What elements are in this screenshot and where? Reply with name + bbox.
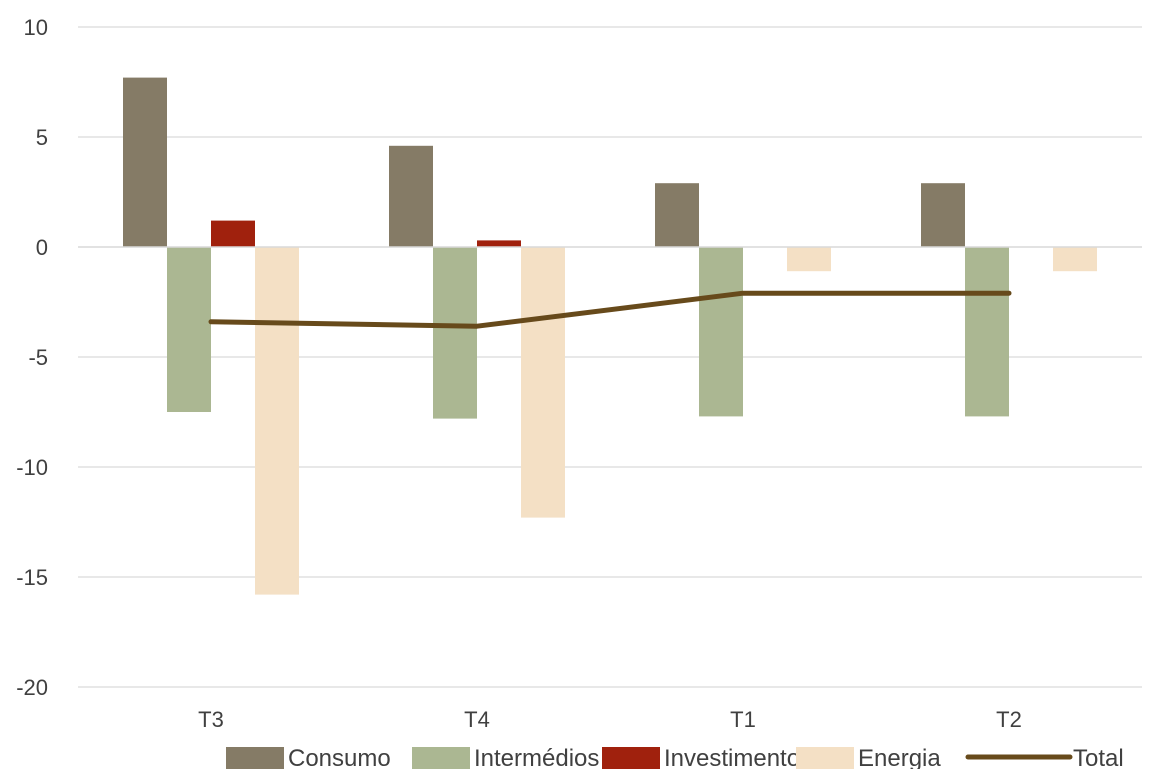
legend-swatch-consumo [226,747,284,769]
y-tick-label: 5 [36,125,48,150]
legend-label-energia: Energia [858,745,941,769]
x-tick-label: T1 [730,707,756,732]
bar-energia-t2 [1053,247,1097,272]
bar-interm-dios-t2 [965,247,1009,417]
legend-label-investimento: Investimento [664,745,800,769]
bar-consumo-t1 [655,183,699,247]
legend-swatch-investimento [602,747,660,769]
legend-label-interm-dios: Intermédios [474,745,599,769]
bar-investimento-t3 [211,220,255,247]
legend: Consumo Intermédios Investimento Energia Tot… [226,745,1124,769]
bar-consumo-t2 [921,183,965,247]
total-line [208,290,1012,329]
y-tick-label: 0 [36,235,48,260]
bar-consumo-t3 [123,77,167,247]
legend-label-total: Total [1073,745,1124,769]
legend-swatch-energia [796,747,854,769]
bar-energia-t3 [255,247,299,595]
bar-interm-dios-t3 [167,247,211,412]
bar-interm-dios-t1 [699,247,743,417]
x-tick-label: T4 [464,707,490,732]
bar-consumo-t4 [389,145,433,247]
y-tick-label: 10 [24,15,48,40]
y-tick-label: -20 [16,675,48,700]
y-tick-label: -5 [28,345,48,370]
bar-investimento-t4 [477,240,521,247]
y-axis-tick-labels: 10 5 0 -5 -10 -15 -20 [16,15,48,700]
y-tick-label: -10 [16,455,48,480]
x-tick-label: T3 [198,707,224,732]
line-total [208,290,1012,329]
legend-label-consumo: Consumo [288,745,391,769]
x-axis-tick-labels: T3 T4 T1 T2 [198,707,1022,732]
bar-interm-dios-t4 [433,247,477,419]
y-tick-label: -15 [16,565,48,590]
bars [123,77,1097,595]
legend-swatch-interm-dios [412,747,470,769]
x-tick-label: T2 [996,707,1022,732]
bar-energia-t1 [787,247,831,272]
bar-energia-t4 [521,247,565,518]
